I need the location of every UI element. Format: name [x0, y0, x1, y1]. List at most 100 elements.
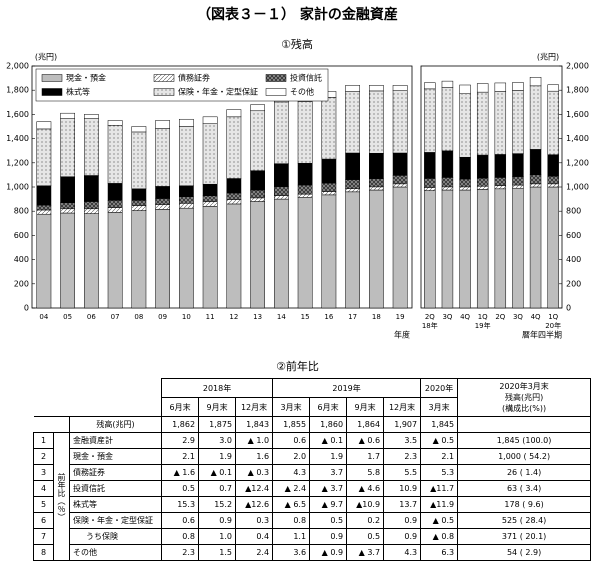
bar-segment: [512, 187, 524, 309]
bar-segment: [321, 194, 337, 309]
row-total: 371 ( 20.1): [457, 528, 592, 545]
bar-segment: [274, 186, 289, 196]
bar-segment: [424, 187, 436, 191]
row-value: 3.5: [383, 432, 422, 449]
row-value: 2.3: [161, 544, 200, 561]
table: 2018年 2019年 2020年 2020年3月末 残高(兆円) (構成比(%)) 6月末…: [33, 378, 592, 561]
row-value: 0.3: [235, 512, 274, 529]
row-value: ▲ 0.5: [420, 512, 459, 529]
bar-segment: [60, 212, 75, 309]
bar-segment: [250, 104, 265, 112]
bar-segment: [424, 152, 436, 179]
row-value: ▲ 1.0: [235, 432, 274, 449]
row-value: 3.0: [198, 432, 237, 449]
x-tick-label: 16: [324, 313, 333, 321]
x-tick-label: 3Q: [513, 313, 523, 321]
row-value: ▲ 0.9: [309, 544, 348, 561]
y-tick-label: 800: [14, 207, 29, 216]
bar-segment: [36, 128, 52, 187]
row-value: 0.2: [346, 512, 385, 529]
y-tick-label: 200: [14, 279, 29, 288]
bar-segment: [131, 126, 147, 133]
row-total: 54 ( 2.9): [457, 544, 592, 561]
bar-segment: [392, 85, 408, 91]
side-label: 前年比（％）: [53, 432, 70, 561]
bar-segment: [494, 188, 507, 309]
bar-segment: [494, 177, 507, 186]
row-value: 0.9: [309, 528, 348, 545]
bar-segment: [179, 196, 194, 204]
row-value: 5.5: [383, 464, 422, 481]
bar-segment: [202, 201, 218, 207]
row-value: ▲11.9: [420, 496, 459, 513]
data-row: 3 債務証券 ▲ 1.6 ▲ 0.1 ▲ 0.3 4.3 3.7 5.8 5.5 5.3 26 ( …: [33, 464, 592, 481]
subheader-row: 6月末 9月末 12月末 3月末 6月末 9月末 12月末 3月末: [34, 397, 591, 417]
legend-swatch: [41, 74, 63, 82]
bar-segment: [297, 163, 313, 186]
legend-swatch: [153, 74, 175, 82]
x-tick-label: 17: [348, 313, 357, 321]
bar-segment: [441, 189, 454, 309]
row-value: ▲ 3.7: [346, 544, 385, 561]
column-header: 12月末: [383, 397, 422, 417]
bar-segment: [369, 178, 384, 188]
bar-segment: [60, 202, 75, 210]
bar-segment: [547, 175, 559, 185]
x-tick-label: 12: [229, 313, 238, 321]
bar-segment: [202, 116, 218, 124]
row-value: 0.5: [346, 528, 385, 545]
bar-segment: [369, 189, 384, 309]
x-axis-label: 暦年四半期: [522, 330, 562, 340]
bar-segment: [529, 85, 542, 150]
bar-segment: [512, 82, 524, 91]
y-tick-label: 1,200: [566, 158, 589, 167]
bar-segment: [345, 188, 360, 193]
bar-segment: [547, 84, 559, 92]
bar-segment: [321, 97, 337, 160]
bar-segment: [202, 183, 218, 196]
bar-segment: [547, 90, 559, 155]
row-value: 10.9: [383, 480, 422, 497]
row-value: ▲ 2.4: [272, 480, 311, 497]
page-title: （図表３－１） 家計の金融資産: [197, 7, 398, 23]
balance-value: 1,864: [346, 416, 385, 433]
blank: [33, 416, 70, 433]
legend-label: 株式等: [66, 87, 90, 97]
x-tick-label: 19: [396, 313, 405, 321]
y-tick-label: 1,400: [6, 134, 29, 143]
legend-label: 投資信託: [290, 73, 322, 83]
bar-segment: [226, 203, 242, 309]
x-tick-label: 1Q: [478, 313, 488, 321]
bar-segment: [369, 152, 384, 179]
balance-value: 1,907: [383, 416, 422, 433]
y-axis-label: (兆円): [35, 52, 57, 62]
row-value: 0.7: [198, 480, 237, 497]
legend-swatch: [153, 88, 175, 96]
balance-row: 残高(兆円) 1,862 1,875 1,843 1,855 1,860 1,864 1,90…: [33, 416, 592, 433]
row-value: 0.9: [383, 528, 422, 545]
x-year-label: 19年: [475, 321, 491, 330]
bar-segment: [179, 185, 194, 197]
x-tick-label: 10: [182, 313, 191, 321]
bar-segment: [529, 77, 542, 87]
row-value: ▲ 6.5: [272, 496, 311, 513]
row-value: 0.9: [198, 512, 237, 529]
x-tick-label: 04: [39, 313, 48, 321]
y-tick-label: 1,800: [6, 86, 29, 95]
bar-segment: [494, 185, 507, 190]
bar-segment: [107, 120, 123, 126]
column-header: 3月末: [272, 397, 311, 417]
row-label: その他: [68, 544, 163, 561]
table-title: ②前年比: [276, 360, 319, 373]
x-tick-label: 4Q: [460, 313, 470, 321]
bar-segment: [321, 191, 337, 196]
legend-label: 現金・預金: [66, 73, 106, 83]
legend-label: 保険・年金・定型保証: [178, 87, 258, 97]
chart-subtitle: ①残高: [281, 37, 313, 51]
bar-segment: [155, 120, 170, 129]
bar-segment: [131, 131, 147, 190]
bar-segment: [84, 114, 99, 119]
bar-segment: [424, 190, 436, 309]
row-value: 0.8: [272, 512, 311, 529]
balance-value: 1,843: [235, 416, 274, 433]
